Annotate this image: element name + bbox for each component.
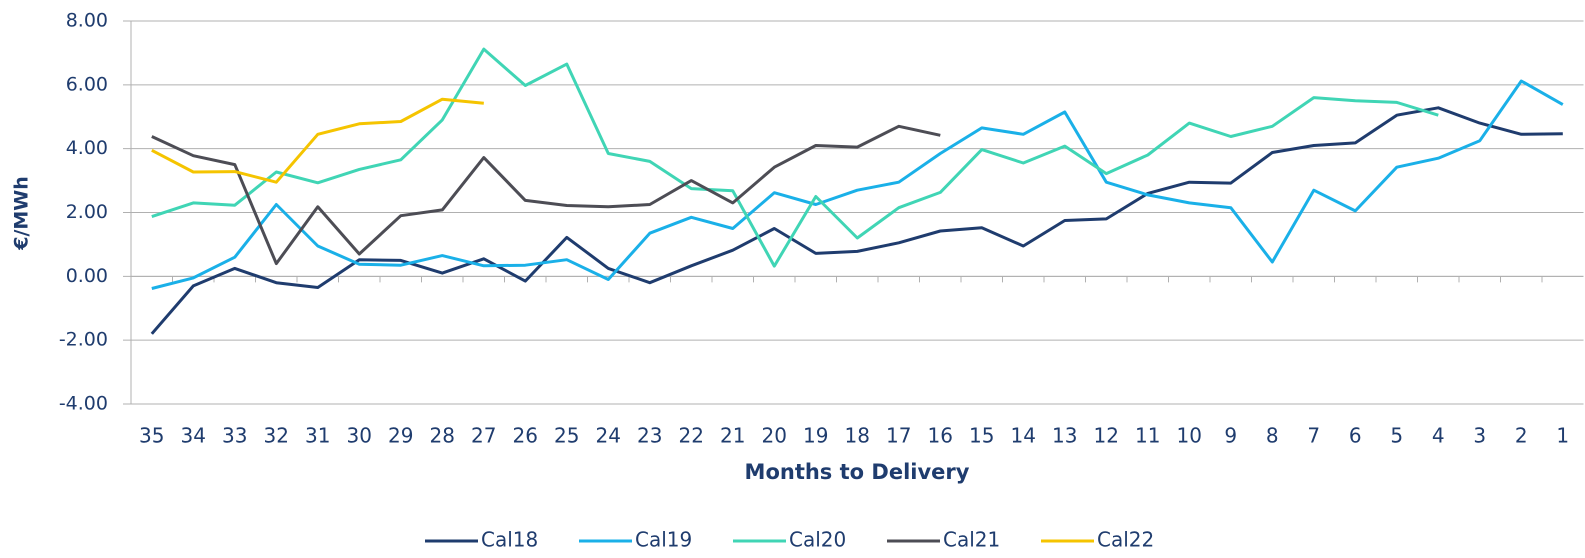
x-tick-label: 31 (305, 424, 330, 448)
legend-label: Cal22 (1097, 528, 1154, 552)
x-tick-label: 8 (1266, 424, 1279, 448)
legend-label: Cal21 (943, 528, 1000, 552)
y-axis-title: €/MWh (11, 176, 33, 251)
y-tick-label: 2.00 (66, 201, 108, 223)
y-tick-label: 0.00 (66, 265, 108, 287)
y-tick-label: -2.00 (59, 329, 108, 351)
x-tick-label: 25 (554, 424, 579, 448)
y-tick-label: 8.00 (66, 10, 108, 32)
x-tick-label: 35 (139, 424, 164, 448)
x-tick-label: 22 (679, 424, 704, 448)
series-line (151, 124, 941, 266)
x-tick-label: 2 (1515, 424, 1528, 448)
x-tick-label: 34 (181, 424, 206, 448)
x-tick-label: 7 (1307, 424, 1320, 448)
y-tick-label: 4.00 (66, 137, 108, 159)
x-axis-title: Months to Delivery (745, 460, 970, 484)
series-line (150, 106, 1563, 335)
legend-label: Cal18 (481, 528, 538, 552)
series-line (151, 47, 1439, 268)
x-tick-label: 29 (388, 424, 413, 448)
x-tick-label: 4 (1432, 424, 1445, 448)
x-tick-label: 10 (1177, 424, 1202, 448)
series-line (151, 79, 1564, 290)
x-tick-label: 17 (886, 424, 911, 448)
x-tick-label: 6 (1349, 424, 1362, 448)
x-tick-label: 5 (1390, 424, 1403, 448)
x-tick-label: 13 (1052, 424, 1077, 448)
x-tick-label: 28 (430, 424, 455, 448)
x-tick-label: 27 (471, 424, 496, 448)
x-tick-label: 9 (1224, 424, 1237, 448)
x-tick-label: 1 (1556, 424, 1569, 448)
x-tick-label: 20 (762, 424, 787, 448)
x-tick-label: 32 (264, 424, 289, 448)
x-tick-label: 24 (596, 424, 621, 448)
y-tick-label: -4.00 (59, 393, 108, 415)
x-tick-label: 3 (1473, 424, 1486, 448)
x-tick-label: 30 (347, 424, 372, 448)
y-tick-label: 6.00 (66, 73, 108, 95)
x-tick-label: 26 (513, 424, 538, 448)
x-tick-label: 14 (1011, 424, 1036, 448)
x-tick-label: 18 (845, 424, 870, 448)
x-tick-label: 15 (969, 424, 994, 448)
legend-label: Cal20 (789, 528, 846, 552)
series-line (151, 97, 484, 184)
x-tick-label: 12 (1094, 424, 1119, 448)
x-tick-label: 33 (222, 424, 247, 448)
legend-label: Cal19 (635, 528, 692, 552)
x-tick-label: 23 (637, 424, 662, 448)
x-tick-label: 11 (1135, 424, 1160, 448)
x-tick-label: 21 (720, 424, 745, 448)
x-tick-label: 19 (803, 424, 828, 448)
x-tick-label: 16 (928, 424, 953, 448)
